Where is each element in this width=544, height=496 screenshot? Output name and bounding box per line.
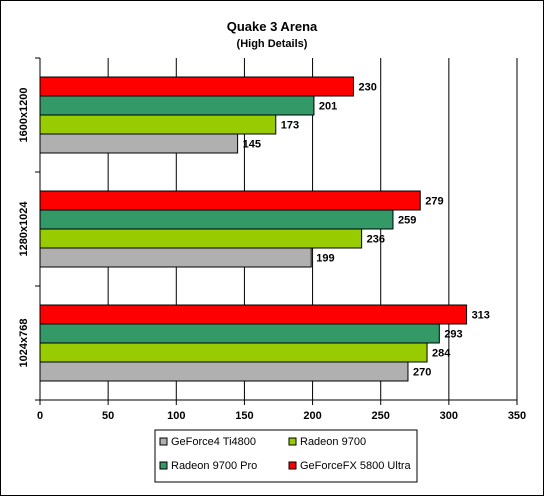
x-tick-label: 100 <box>167 410 185 422</box>
category-label: 1024x768 <box>18 319 30 368</box>
x-tick-label: 200 <box>303 410 321 422</box>
bar <box>39 304 468 325</box>
bar <box>39 323 440 344</box>
data-label: 259 <box>398 215 416 227</box>
data-label: 293 <box>444 329 462 341</box>
bar <box>39 133 239 154</box>
legend-swatch <box>159 461 168 470</box>
x-tick-label: 300 <box>440 410 458 422</box>
x-tick-label: 0 <box>37 410 43 422</box>
bar <box>39 342 428 363</box>
data-label: 145 <box>243 139 261 151</box>
data-label: 173 <box>281 120 299 132</box>
legend-label: Radeon 9700 Pro <box>171 460 257 472</box>
legend-swatch <box>288 437 297 446</box>
data-label: 236 <box>367 234 385 246</box>
legend: GeForce4 Ti4800 Radeon 9700 Radeon 9700 Pr… <box>154 429 418 483</box>
legend-label: Radeon 9700 <box>300 436 366 448</box>
data-label: 284 <box>432 348 451 360</box>
data-label: 279 <box>425 196 443 208</box>
bar <box>39 95 315 116</box>
category-label: 1280x1024 <box>18 201 30 257</box>
data-label: 313 <box>472 310 490 322</box>
category-label: 1600x1200 <box>18 87 30 142</box>
legend-box <box>154 429 418 483</box>
data-label: 230 <box>358 82 376 94</box>
x-tick-label: 250 <box>372 410 390 422</box>
bar <box>39 114 277 135</box>
bar <box>39 209 394 230</box>
bar <box>39 190 421 211</box>
legend-label: GeForceFX 5800 Ultra <box>300 460 412 472</box>
legend-swatch <box>159 437 168 446</box>
chart-title: Quake 3 Arena <box>227 19 318 34</box>
legend-label: GeForce4 Ti4800 <box>171 436 256 448</box>
bar <box>39 361 409 382</box>
data-label: 201 <box>319 101 337 113</box>
bar <box>39 76 354 97</box>
x-tick-label: 50 <box>102 410 114 422</box>
data-label: 270 <box>413 367 431 379</box>
bar <box>39 247 312 268</box>
x-tick-label: 150 <box>235 410 253 422</box>
chart-subtitle: (High Details) <box>237 38 308 50</box>
data-label: 199 <box>316 253 334 265</box>
bar <box>39 228 363 249</box>
plot-area: 0 50 100 150 200 250 300 350 230 201 173 145 1600x12… <box>18 57 526 422</box>
legend-swatch <box>288 461 297 470</box>
x-tick-label: 350 <box>508 410 526 422</box>
